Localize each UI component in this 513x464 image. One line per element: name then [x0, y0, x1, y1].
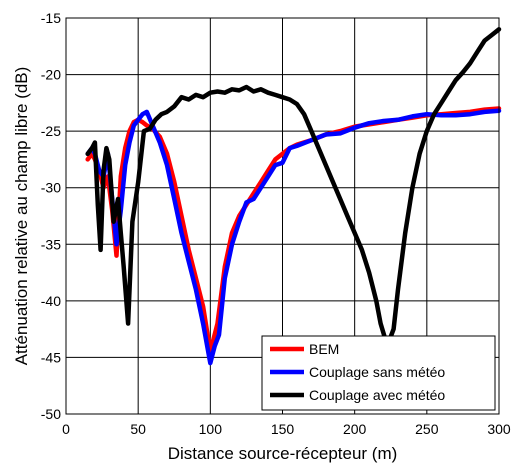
y-tick-label: -35 [41, 236, 61, 252]
x-tick-label: 100 [199, 421, 223, 437]
plot-frame [65, 17, 500, 415]
x-axis-ticks: 0 50 100 150 200 250 300 [62, 421, 511, 437]
y-tick-label: -45 [41, 349, 61, 365]
series-lines [85, 27, 502, 366]
y-tick-label: -20 [41, 67, 61, 83]
legend: BEM Couplage sans météo Couplage avec mété… [261, 335, 496, 411]
legend-label-1: Couplage sans météo [309, 364, 445, 380]
series-line-2 [85, 27, 502, 343]
x-tick-label: 250 [415, 421, 439, 437]
y-tick-label: -15 [41, 10, 61, 26]
x-axis-label: Distance source-récepteur (m) [168, 444, 398, 463]
x-tick-label: 0 [62, 421, 70, 437]
legend-label-0: BEM [309, 341, 339, 357]
y-axis-ticks: -50 -45 -40 -35 -30 -25 -20 -15 [41, 10, 61, 422]
y-axis-label: Atténuation relative au champ libre (dB) [12, 67, 31, 366]
x-tick-label: 50 [130, 421, 146, 437]
y-tick-label: -30 [41, 180, 61, 196]
y-tick-label: -40 [41, 293, 61, 309]
x-tick-label: 150 [271, 421, 295, 437]
series-line-1 [85, 108, 502, 366]
x-tick-label: 300 [487, 421, 511, 437]
y-tick-label: -50 [41, 406, 61, 422]
x-tick-label: 200 [343, 421, 367, 437]
y-tick-label: -25 [41, 123, 61, 139]
legend-label-2: Couplage avec météo [309, 387, 445, 403]
